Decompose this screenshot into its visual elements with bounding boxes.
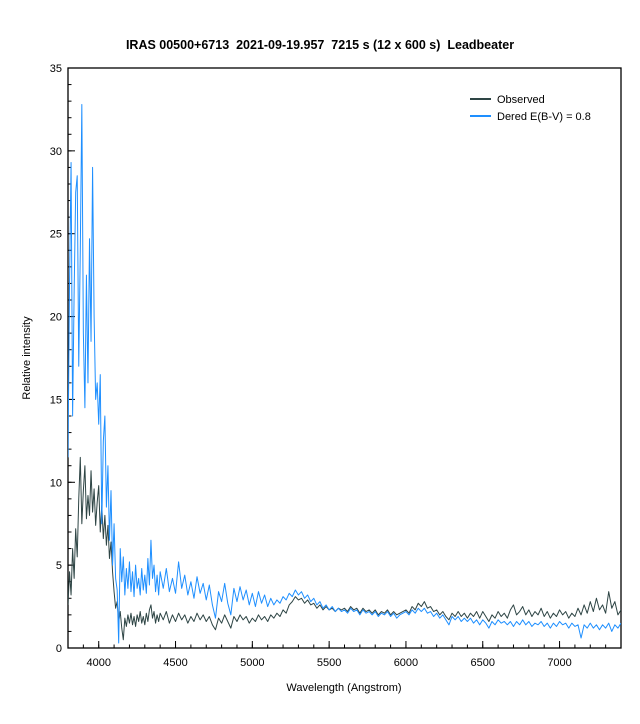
- dered-e-b-v-0-8-spectrum-line: [68, 103, 621, 644]
- x-tick-label: 5000: [240, 657, 264, 669]
- legend-dered-label: Dered E(B-V) = 0.8: [497, 111, 591, 123]
- y-tick-label: 10: [50, 477, 62, 489]
- x-tick-label: 7000: [547, 657, 571, 669]
- legend-observed-label: Observed: [497, 94, 545, 106]
- y-tick-label: 20: [50, 312, 62, 324]
- y-tick-label: 25: [50, 229, 62, 241]
- x-tick-label: 4000: [86, 657, 110, 669]
- y-tick-label: 35: [50, 63, 62, 75]
- y-tick-label: 0: [56, 643, 62, 655]
- observed-spectrum-line: [68, 456, 621, 641]
- x-tick-label: 6000: [394, 657, 418, 669]
- legend: Observed Dered E(B-V) = 0.8: [470, 94, 591, 123]
- y-axis-label: Relative intensity: [21, 316, 33, 400]
- chart-title: IRAS 00500+6713 2021-09-19.957 7215 s (1…: [126, 38, 514, 52]
- axis-ticks: [67, 67, 622, 649]
- axis-tick-labels: 4000 4500 5000 5500 6000 6500 7000 0 5 10 15 20 25 30…: [50, 63, 572, 669]
- x-tick-label: 4500: [163, 657, 187, 669]
- y-tick-label: 30: [50, 146, 62, 158]
- x-tick-label: 5500: [317, 657, 341, 669]
- spectrum-series: [68, 103, 621, 644]
- plot-frame: [67, 67, 622, 649]
- x-tick-label: 6500: [471, 657, 495, 669]
- x-axis-label: Wavelength (Angstrom): [286, 682, 401, 694]
- y-tick-label: 15: [50, 394, 62, 406]
- y-tick-label: 5: [56, 560, 62, 572]
